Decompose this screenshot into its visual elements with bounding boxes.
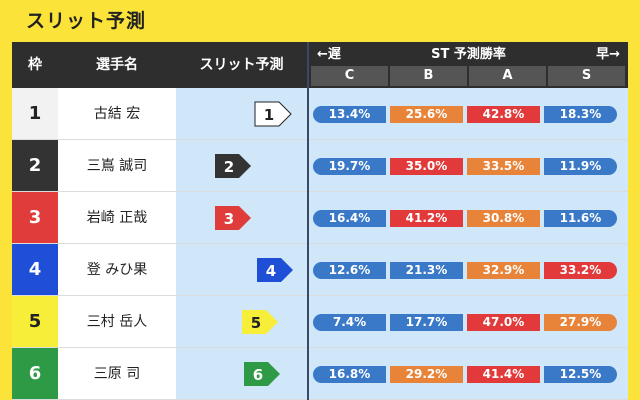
rate-c: 19.7% [313,158,386,175]
slit-prediction-table: 枠 選手名 スリット予測 ←遅 ST 予測勝率 早→ C B A S 1 古結 宏… [12,42,628,400]
rate-a: 47.0% [467,314,540,331]
racer-name: 登 みひ果 [58,244,176,296]
racer-row: 2 三嶌 誠司 2 19.7% 35.0% 33.5% 11.9% [12,140,628,192]
header-waku: 枠 [28,57,42,73]
page-title: スリット予測 [26,10,147,32]
st-rates: 16.8% 29.2% 41.4% 12.5% [309,348,628,400]
rate-s: 27.9% [544,314,617,331]
rate-s: 11.6% [544,210,617,227]
row-divider [12,347,628,348]
rate-b: 35.0% [390,158,463,175]
header-col-b: B [390,66,467,86]
rate-a: 33.5% [467,158,540,175]
row-divider [12,139,628,140]
rate-c: 13.4% [313,106,386,123]
racer-row: 1 古結 宏 1 13.4% 25.6% 42.8% 18.3% [12,88,628,140]
boat-marker-icon: 6 [244,362,280,386]
header-col-s: S [548,66,625,86]
slit-lane: 4 [176,244,307,296]
rate-c: 7.4% [313,314,386,331]
waku-number: 6 [12,348,58,400]
racer-row: 6 三原 司 6 16.8% 29.2% 41.4% 12.5% [12,348,628,400]
slit-lane: 1 [176,88,307,140]
boat-marker-icon: 3 [215,206,251,230]
waku-number: 4 [12,244,58,296]
header-name: 選手名 [96,57,138,73]
row-divider [12,295,628,296]
racer-name: 三村 岳人 [58,296,176,348]
st-rates: 13.4% 25.6% 42.8% 18.3% [309,88,628,140]
slit-lane: 2 [176,140,307,192]
st-rates: 12.6% 21.3% 32.9% 33.2% [309,244,628,296]
header-col-c: C [311,66,388,86]
boat-marker-icon: 1 [254,101,292,127]
waku-number: 5 [12,296,58,348]
st-rates: 19.7% 35.0% 33.5% 11.9% [309,140,628,192]
rate-b: 25.6% [390,106,463,123]
boat-marker-number: 4 [266,262,276,280]
racer-name: 三原 司 [58,348,176,400]
rate-c: 12.6% [313,262,386,279]
boat-marker-number: 3 [224,210,234,228]
rate-s: 11.9% [544,158,617,175]
boat-marker-number: 5 [251,314,261,332]
row-divider [12,243,628,244]
st-rates: 7.4% 17.7% 47.0% 27.9% [309,296,628,348]
rate-a: 30.8% [467,210,540,227]
rate-s: 12.5% [544,366,617,383]
column-separator [307,42,309,400]
slit-lane: 3 [176,192,307,244]
boat-marker-icon: 4 [257,258,293,282]
header-slit: スリット予測 [199,57,284,73]
racer-name: 古結 宏 [58,88,176,140]
st-rates: 16.4% 41.2% 30.8% 11.6% [309,192,628,244]
rate-b: 17.7% [390,314,463,331]
boat-marker-number: 2 [224,158,234,176]
header-fast: 早→ [596,47,620,62]
racer-row: 5 三村 岳人 5 7.4% 17.7% 47.0% 27.9% [12,296,628,348]
racer-name: 三嶌 誠司 [58,140,176,192]
rate-b: 41.2% [390,210,463,227]
slit-lane: 5 [176,296,307,348]
boat-marker-number: 1 [264,106,274,124]
header-st-group: ←遅 ST 予測勝率 早→ [309,44,628,66]
rate-s: 33.2% [544,262,617,279]
rate-a: 32.9% [467,262,540,279]
rate-b: 29.2% [390,366,463,383]
boat-marker-icon: 5 [242,310,278,334]
waku-number: 1 [12,88,58,140]
rate-c: 16.8% [313,366,386,383]
header-st-title: ST 予測勝率 [431,47,506,62]
rate-s: 18.3% [544,106,617,123]
table-header: 枠 選手名 スリット予測 ←遅 ST 予測勝率 早→ C B A S [12,42,628,88]
header-col-a: A [469,66,546,86]
boat-marker-icon: 2 [215,154,251,178]
waku-number: 3 [12,192,58,244]
racer-row: 3 岩崎 正哉 3 16.4% 41.2% 30.8% 11.6% [12,192,628,244]
racer-name: 岩崎 正哉 [58,192,176,244]
slit-lane: 6 [176,348,307,400]
rate-c: 16.4% [313,210,386,227]
waku-number: 2 [12,140,58,192]
rate-a: 41.4% [467,366,540,383]
boat-marker-number: 6 [253,366,263,384]
row-divider [12,191,628,192]
rate-a: 42.8% [467,106,540,123]
header-slow: ←遅 [317,47,341,62]
rate-b: 21.3% [390,262,463,279]
